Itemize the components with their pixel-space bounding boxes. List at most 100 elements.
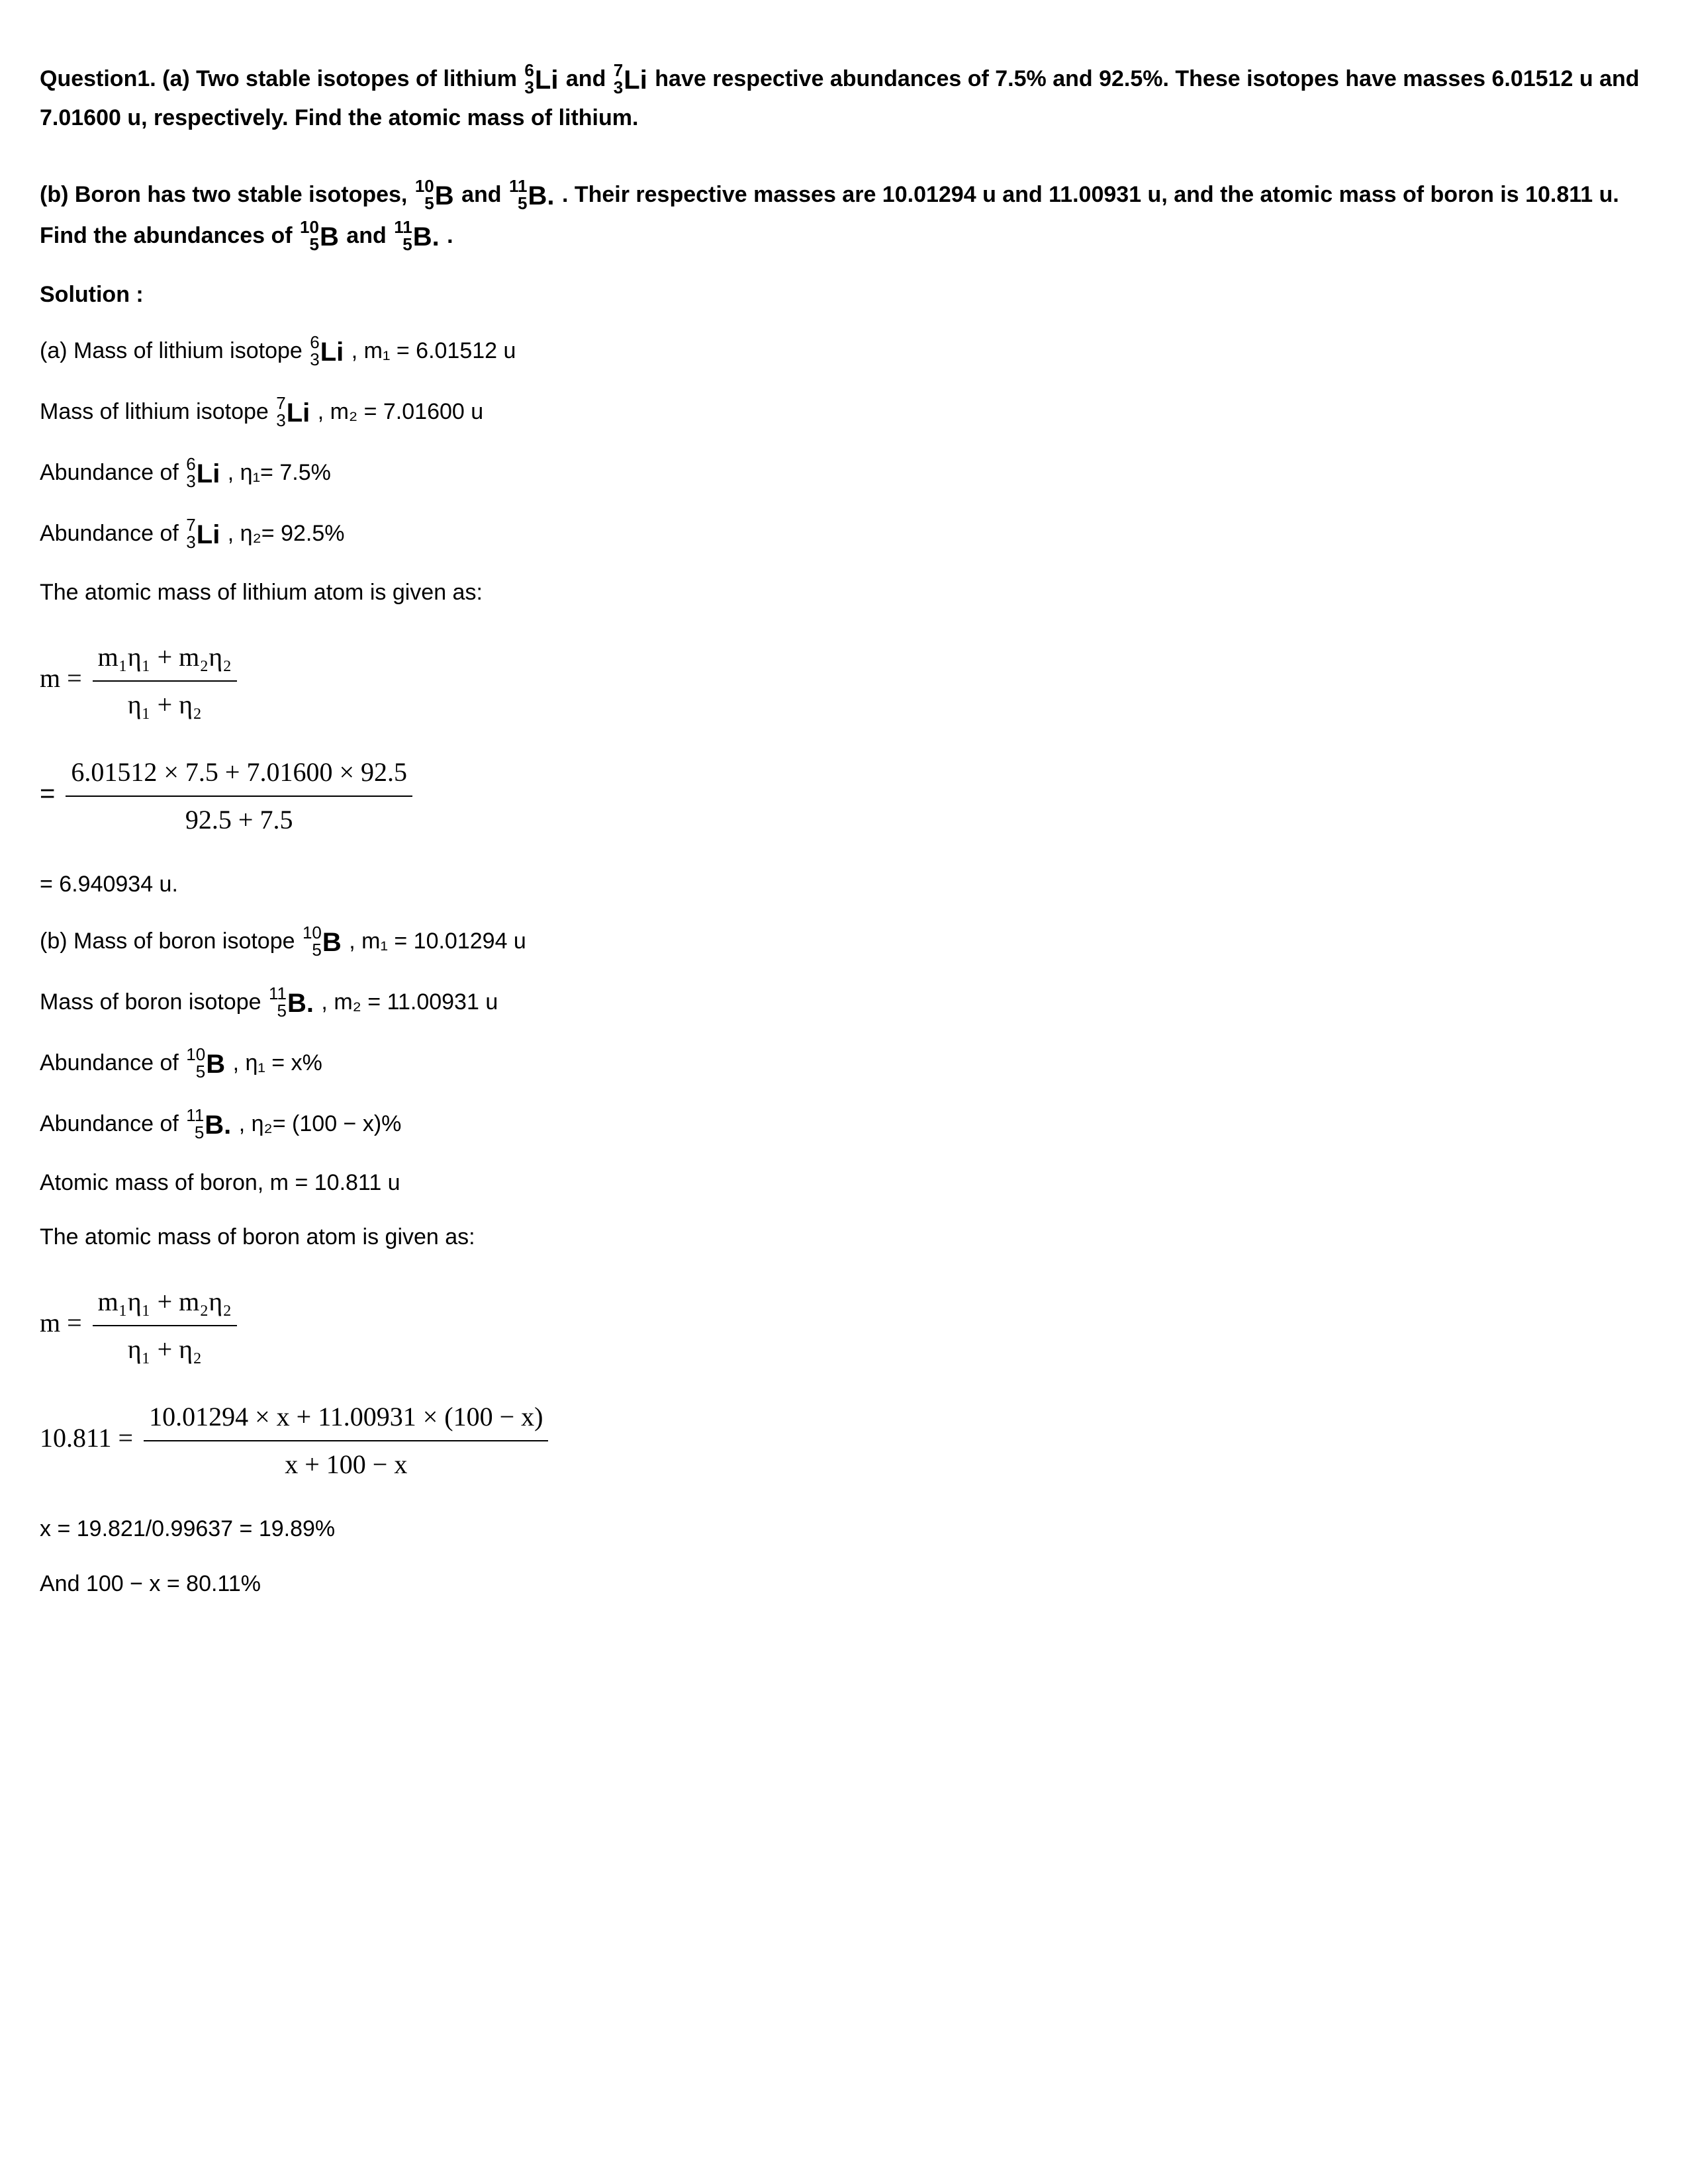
atomic-number: 5 xyxy=(518,195,527,212)
mass-number: 10 xyxy=(415,177,434,195)
isotope-b11: 115B. xyxy=(509,175,555,216)
sol-a-line3: Abundance of 63Li , η₁= 7.5% xyxy=(40,453,1648,494)
text: Abundance of xyxy=(40,1111,185,1136)
q1b-mid2: and xyxy=(346,223,393,248)
lhs: m = xyxy=(40,663,82,693)
atomic-number: 3 xyxy=(614,79,623,96)
text: , m₂ = 11.00931 u xyxy=(321,989,498,1015)
text: , m₁ = 6.01512 u xyxy=(352,338,516,363)
atomic-number: 5 xyxy=(196,1063,205,1080)
mass-number: 10 xyxy=(300,218,319,236)
q1a-mid: and xyxy=(566,66,612,91)
text: Mass of boron isotope xyxy=(40,989,267,1015)
formula-atomic-mass: m = m₁η₁ + m₂η₂ η₁ + η₂ xyxy=(40,637,1648,725)
sol-a-line2: Mass of lithium isotope 73Li , m₂ = 7.01… xyxy=(40,392,1648,433)
atomic-number: 3 xyxy=(524,79,534,96)
mass-number: 11 xyxy=(186,1107,204,1124)
q1a-lead: Question1. (a) Two stable isotopes of li… xyxy=(40,66,523,91)
formula-calc-b: 10.811 = 10.01294 × x + 11.00931 × (100 … xyxy=(40,1396,1648,1485)
atomic-number: 5 xyxy=(312,941,321,958)
atomic-number: 5 xyxy=(195,1124,204,1141)
element-symbol: B xyxy=(320,222,339,251)
element-symbol: Li xyxy=(197,520,220,549)
text: , m₂ = 7.01600 u xyxy=(318,399,483,424)
atomic-number: 3 xyxy=(310,351,319,368)
sol-a-line4: Abundance of 73Li , η₂= 92.5% xyxy=(40,514,1648,555)
mass-number: 10 xyxy=(186,1046,205,1063)
mass-number: 10 xyxy=(303,924,322,941)
atomic-number: 5 xyxy=(402,236,412,253)
sol-a-result: = 6.940934 u. xyxy=(40,867,1648,902)
numerator: m₁η₁ + m₂η₂ xyxy=(93,1281,237,1326)
sol-b-line2: Mass of boron isotope 115B. , m₂ = 11.00… xyxy=(40,983,1648,1024)
fraction: m₁η₁ + m₂η₂ η₁ + η₂ xyxy=(93,1281,237,1370)
question-1b: (b) Boron has two stable isotopes, 105B … xyxy=(40,175,1648,257)
element-symbol: Li xyxy=(624,66,647,95)
numerator: 10.01294 × x + 11.00931 × (100 − x) xyxy=(144,1396,548,1441)
mass-number: 6 xyxy=(186,455,195,473)
text: , η₂= (100 − x)% xyxy=(239,1111,402,1136)
mass-number: 7 xyxy=(614,62,623,79)
atomic-number: 3 xyxy=(186,533,195,551)
atomic-number: 3 xyxy=(186,473,195,490)
formula-calc-a: = 6.01512 × 7.5 + 7.01600 × 92.5 92.5 + … xyxy=(40,752,1648,841)
text: (b) Mass of boron isotope xyxy=(40,929,301,954)
isotope-b10: 105B xyxy=(300,216,339,257)
text: Mass of lithium isotope xyxy=(40,399,275,424)
sol-b-line3: Abundance of 105B , η₁ = x% xyxy=(40,1044,1648,1085)
element-symbol: B. xyxy=(287,989,314,1018)
mass-number: 11 xyxy=(509,177,528,195)
text: (a) Mass of lithium isotope xyxy=(40,338,308,363)
mass-number: 7 xyxy=(276,394,285,412)
text: Abundance of xyxy=(40,460,185,485)
element-symbol: Li xyxy=(535,66,559,95)
denominator: η₁ + η₂ xyxy=(93,1326,237,1370)
equals: = xyxy=(40,779,55,808)
solution-heading: Solution : xyxy=(40,277,1648,312)
sol-a-line1: (a) Mass of lithium isotope 63Li , m₁ = … xyxy=(40,332,1648,373)
page: Question1. (a) Two stable isotopes of li… xyxy=(0,0,1688,2184)
sol-b-line4: Abundance of 115B. , η₂= (100 − x)% xyxy=(40,1105,1648,1146)
denominator: 92.5 + 7.5 xyxy=(66,797,412,841)
isotope-li6: 63Li xyxy=(310,332,344,373)
denominator: x + 100 − x xyxy=(144,1441,548,1485)
mass-number: 11 xyxy=(394,218,412,236)
isotope-b10: 105B xyxy=(186,1044,225,1085)
fraction: 10.01294 × x + 11.00931 × (100 − x) x + … xyxy=(144,1396,548,1485)
sol-b-result1: x = 19.821/0.99637 = 19.89% xyxy=(40,1512,1648,1547)
question-1a: Question1. (a) Two stable isotopes of li… xyxy=(40,60,1648,136)
text: , m₁ = 10.01294 u xyxy=(349,929,526,954)
lhs: 10.811 = xyxy=(40,1423,133,1453)
denominator: η₁ + η₂ xyxy=(93,682,237,725)
isotope-li7: 73Li xyxy=(186,514,220,555)
isotope-b10: 105B xyxy=(415,175,454,216)
numerator: 6.01512 × 7.5 + 7.01600 × 92.5 xyxy=(66,752,412,797)
element-symbol: B. xyxy=(413,222,440,251)
element-symbol: B xyxy=(206,1050,225,1079)
text: , η₁ = x% xyxy=(233,1050,322,1075)
q1b-tail2: . xyxy=(447,223,453,248)
element-symbol: Li xyxy=(197,459,220,488)
atomic-number: 3 xyxy=(276,412,285,429)
isotope-li6: 63Li xyxy=(186,453,220,494)
element-symbol: B. xyxy=(205,1111,231,1140)
formula-atomic-mass-b: m = m₁η₁ + m₂η₂ η₁ + η₂ xyxy=(40,1281,1648,1370)
atomic-number: 5 xyxy=(424,195,434,212)
text: , η₁= 7.5% xyxy=(228,460,331,485)
atomic-number: 5 xyxy=(277,1002,287,1019)
isotope-b10: 105B xyxy=(303,922,342,963)
isotope-li7: 73Li xyxy=(614,60,647,101)
mass-number: 6 xyxy=(310,334,319,351)
isotope-b11: 115B. xyxy=(269,983,314,1024)
mass-number: 6 xyxy=(524,62,534,79)
sol-b-line1: (b) Mass of boron isotope 105B , m₁ = 10… xyxy=(40,922,1648,963)
fraction: m₁η₁ + m₂η₂ η₁ + η₂ xyxy=(93,637,237,725)
sol-b-line5: Atomic mass of boron, m = 10.811 u xyxy=(40,1165,1648,1201)
q1b-mid: and xyxy=(461,182,508,207)
numerator: m₁η₁ + m₂η₂ xyxy=(93,637,237,682)
isotope-li7: 73Li xyxy=(276,392,310,433)
text: Abundance of xyxy=(40,1050,185,1075)
text: , η₂= 92.5% xyxy=(228,521,345,546)
sol-b-line6: The atomic mass of boron atom is given a… xyxy=(40,1220,1648,1255)
isotope-b11: 115B. xyxy=(186,1105,231,1146)
